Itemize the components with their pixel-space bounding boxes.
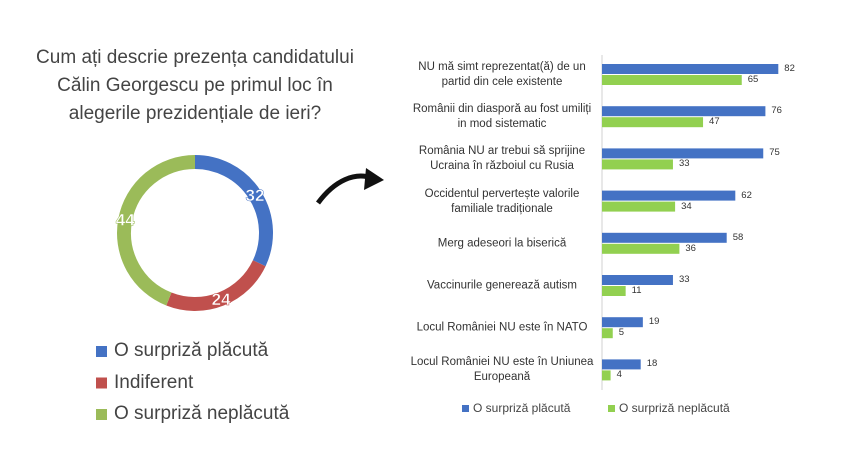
legend-label: O surpriză plăcută (114, 340, 269, 361)
value-label: 62 (741, 189, 752, 201)
donut-segment (117, 155, 196, 306)
category-label: Occidentul pervertește valorile familial… (424, 187, 580, 215)
bar (602, 328, 613, 339)
category-label: Locul României NU este în Uniunea Europe… (410, 356, 594, 384)
value-label: 76 (771, 105, 782, 117)
bar (602, 64, 779, 74)
bar (602, 317, 643, 328)
bar (602, 159, 673, 170)
bar (602, 275, 673, 285)
donut-segment (194, 155, 273, 267)
bar (602, 75, 742, 85)
bar (602, 190, 736, 201)
bar (602, 243, 680, 254)
legend-swatch (96, 409, 107, 420)
bar (602, 370, 611, 381)
value-label: 75 (769, 147, 780, 159)
value-label: 65 (747, 74, 759, 85)
value-label: 19 (648, 316, 660, 328)
category-label: Merg adeseori la biserică (437, 237, 567, 250)
bar (602, 106, 766, 117)
legend-label: Indiferent (114, 371, 194, 393)
data-label: 24 (212, 290, 231, 309)
chart-title: Cum ați descrie prezența candidatului Că… (36, 47, 354, 124)
data-label: 32 (245, 186, 264, 205)
bar (602, 286, 626, 296)
value-label: 5 (618, 327, 625, 339)
value-label: 33 (678, 274, 690, 285)
legend-swatch (96, 346, 107, 357)
legend-label: O surpriză plăcută (473, 401, 571, 415)
value-label: 34 (681, 200, 692, 212)
value-label: 47 (709, 116, 720, 128)
value-label: 82 (784, 63, 795, 74)
value-label: 33 (678, 158, 690, 170)
value-label: 11 (631, 285, 642, 296)
legend-label: O surpriză neplăcută (619, 401, 730, 415)
legend-swatch (608, 405, 615, 412)
value-label: 18 (646, 358, 658, 370)
data-label: 44 (116, 211, 135, 230)
bar (602, 201, 676, 212)
legend-swatch (462, 405, 469, 412)
bar (602, 117, 704, 128)
arrow-head (364, 168, 384, 190)
category-label: Locul României NU este în NATO (416, 321, 588, 334)
bar (602, 359, 641, 370)
bar (602, 148, 764, 159)
value-label: 36 (685, 242, 696, 254)
value-label: 58 (732, 231, 744, 243)
donut-segment (166, 260, 266, 311)
legend-label: O surpriză neplăcută (114, 403, 290, 424)
arrow (315, 173, 373, 205)
legend-swatch (96, 377, 107, 389)
category-label: Vaccinurile generează autism (426, 279, 577, 292)
bar (602, 232, 727, 243)
category-label: Românii din diasporă au fost umiliți in … (412, 103, 592, 131)
category-label: România NU ar trebui să sprijine Ucraina… (418, 145, 586, 173)
category-label: NU mă simt reprezentat(ă) de un partid d… (418, 61, 586, 88)
value-label: 4 (616, 369, 622, 381)
